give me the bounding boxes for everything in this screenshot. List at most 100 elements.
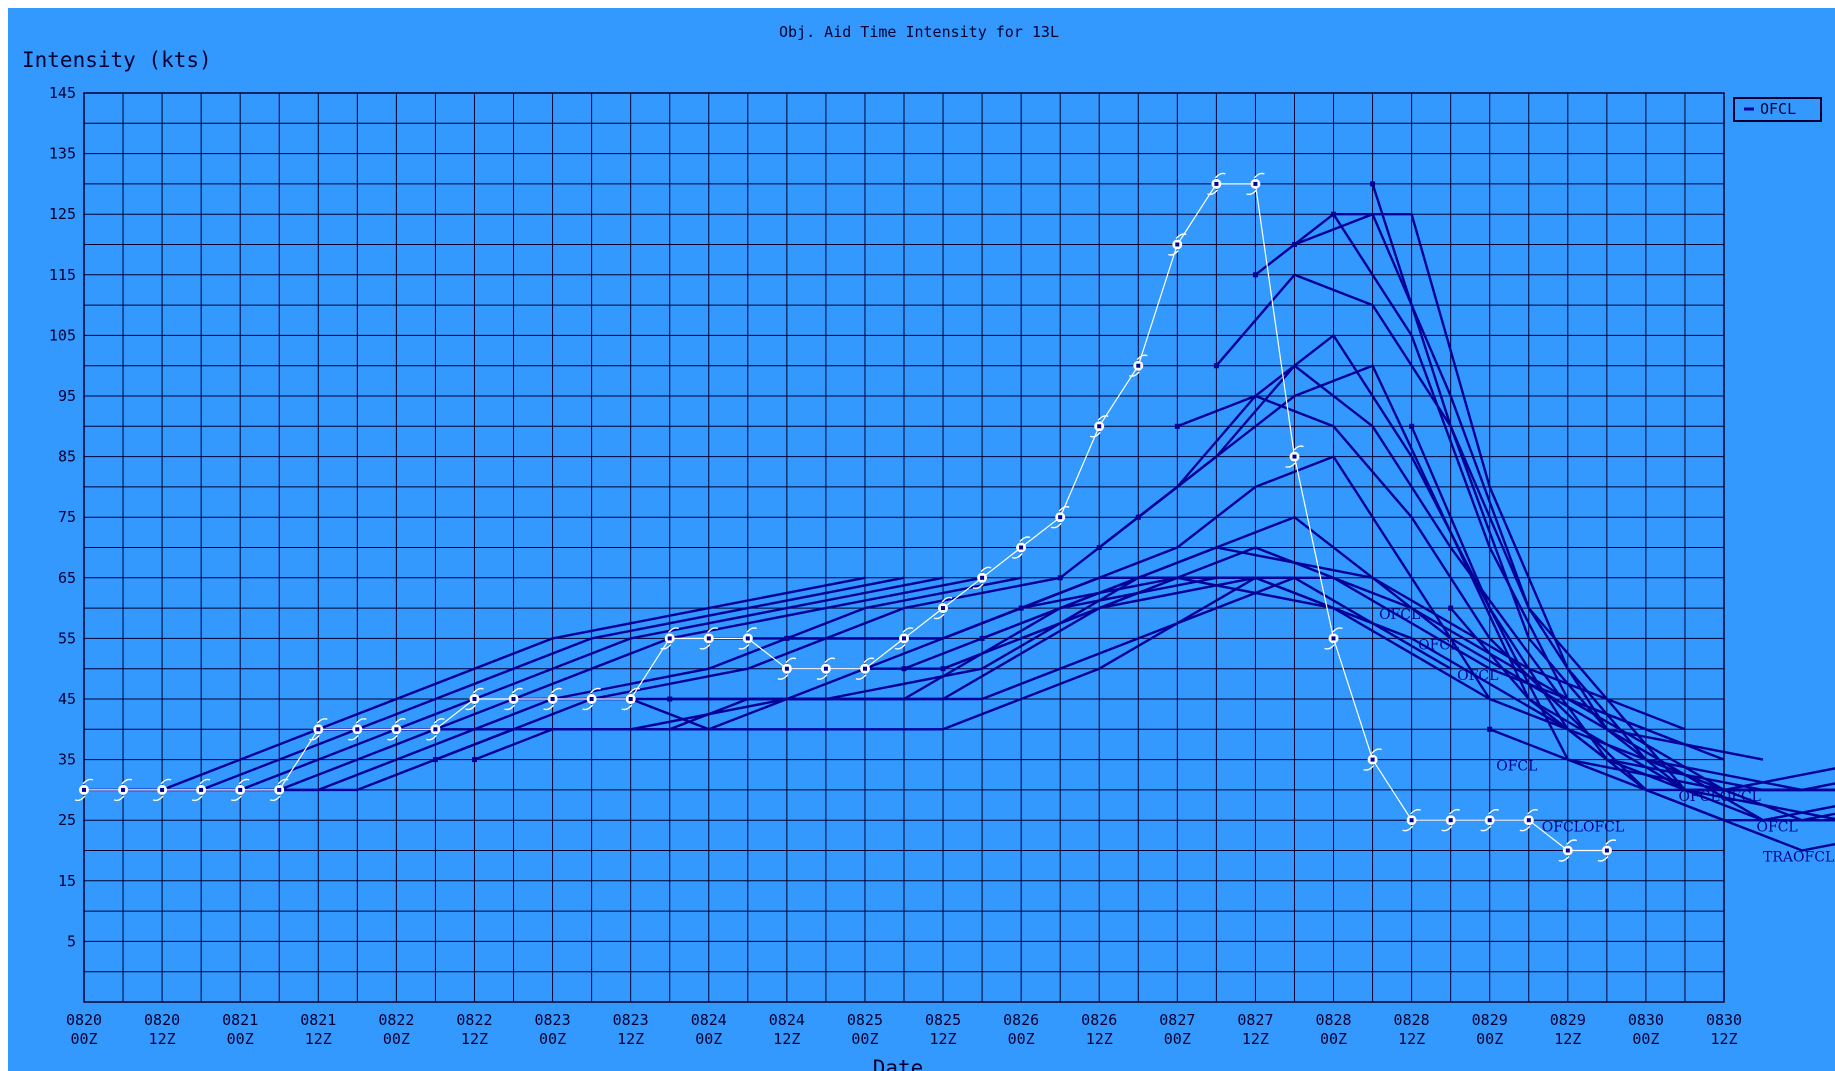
x-tick-label: 0822 bbox=[378, 1011, 414, 1029]
storm-symbol-core bbox=[980, 575, 985, 580]
best-track-marker bbox=[504, 687, 523, 711]
best-track-marker bbox=[621, 687, 640, 711]
forecast-line-ofcl bbox=[84, 576, 866, 792]
storm-symbol-arm bbox=[1019, 536, 1031, 542]
storm-symbol-arm bbox=[74, 795, 86, 802]
storm-symbol-core bbox=[1331, 636, 1336, 641]
storm-symbol-arm bbox=[1402, 825, 1414, 832]
storm-symbol-arm bbox=[777, 674, 789, 680]
x-tick-label: 0821 bbox=[300, 1011, 336, 1029]
best-track-marker bbox=[972, 566, 992, 589]
storm-symbol-arm bbox=[824, 657, 836, 664]
storm-symbol-arm bbox=[894, 643, 906, 650]
y-tick-label: 105 bbox=[49, 326, 76, 344]
storm-symbol-core bbox=[823, 666, 828, 671]
storm-symbol-arm bbox=[1050, 522, 1062, 529]
storm-symbol-arm bbox=[387, 734, 398, 741]
x-tick-label: 0823 bbox=[613, 1011, 649, 1029]
x-tick-label: 0827 bbox=[1237, 1011, 1273, 1029]
forecast-start-marker bbox=[1331, 211, 1337, 217]
y-tick-label: 55 bbox=[58, 629, 76, 647]
best-track-marker bbox=[738, 627, 758, 650]
storm-symbol-arm bbox=[1519, 825, 1531, 832]
x-tick-label: 0821 bbox=[222, 1011, 258, 1029]
storm-symbol-arm bbox=[426, 734, 437, 741]
x-tick-label: 12Z bbox=[149, 1030, 176, 1048]
storm-symbol-arm bbox=[1097, 415, 1109, 421]
legend-entry-ofcl: OFCL bbox=[1760, 100, 1796, 118]
storm-symbol-arm bbox=[621, 704, 633, 711]
x-tick-label: 0820 bbox=[144, 1011, 180, 1029]
forecast-start-marker bbox=[432, 757, 438, 763]
best-track-marker bbox=[1480, 809, 1499, 832]
storm-symbol-core bbox=[1292, 454, 1297, 459]
storm-symbol-core bbox=[1565, 848, 1570, 853]
x-tick-label: 12Z bbox=[1398, 1030, 1425, 1048]
y-tick-label: 115 bbox=[49, 266, 76, 284]
forecast-line-ofcl bbox=[1333, 212, 1835, 822]
storm-symbol-arm bbox=[941, 596, 953, 603]
storm-symbol-core bbox=[199, 787, 204, 792]
best-track-marker bbox=[152, 778, 172, 802]
forecast-start-marker bbox=[1174, 423, 1180, 429]
storm-symbol-arm bbox=[1285, 462, 1297, 468]
storm-symbol-arm bbox=[465, 704, 477, 711]
storm-symbol-arm bbox=[1214, 172, 1226, 179]
x-tick-label: 0827 bbox=[1159, 1011, 1195, 1029]
plot-area: 5152535455565758595105115125135145082000… bbox=[49, 84, 1835, 1048]
x-tick-label: 00Z bbox=[851, 1030, 878, 1048]
x-tick-label: 00Z bbox=[1164, 1030, 1191, 1048]
x-tick-label: 12Z bbox=[773, 1030, 800, 1048]
x-tick-label: 0830 bbox=[1628, 1011, 1664, 1029]
storm-symbol-arm bbox=[269, 795, 281, 802]
x-tick-label: 12Z bbox=[1242, 1030, 1269, 1048]
x-tick-label: 0823 bbox=[535, 1011, 571, 1029]
forecast-label: OFCLOFCL bbox=[1542, 819, 1624, 835]
best-track-marker bbox=[855, 657, 875, 680]
x-tick-label: 0830 bbox=[1706, 1011, 1742, 1029]
best-track-marker bbox=[269, 778, 289, 802]
x-tick-label: 0829 bbox=[1472, 1011, 1508, 1029]
x-tick-label: 00Z bbox=[227, 1030, 254, 1048]
forecast-start-marker bbox=[1018, 605, 1024, 611]
forecast-start-marker bbox=[1370, 181, 1376, 187]
best-track-marker bbox=[816, 657, 836, 680]
best-track-marker bbox=[1011, 536, 1031, 559]
best-track-marker bbox=[894, 627, 914, 650]
storm-symbol-core bbox=[1448, 818, 1453, 823]
storm-symbol-core bbox=[1136, 363, 1141, 368]
storm-symbol-arm bbox=[629, 687, 640, 694]
storm-symbol-arm bbox=[1441, 825, 1453, 832]
y-tick-label: 65 bbox=[58, 569, 76, 587]
best-track-marker bbox=[230, 778, 250, 802]
forecast-label: OFCL bbox=[1457, 668, 1498, 684]
y-tick-label: 95 bbox=[58, 387, 76, 405]
y-tick-label: 85 bbox=[58, 448, 76, 466]
best-track-marker bbox=[1246, 172, 1265, 196]
best-track-marker bbox=[387, 718, 406, 741]
x-tick-label: 00Z bbox=[695, 1030, 722, 1048]
storm-symbol-arm bbox=[785, 657, 797, 664]
storm-symbol-arm bbox=[855, 674, 867, 680]
storm-symbol-arm bbox=[199, 778, 211, 785]
storm-symbol-arm bbox=[1331, 627, 1343, 633]
storm-symbol-core bbox=[667, 636, 672, 641]
x-tick-label: 0824 bbox=[691, 1011, 727, 1029]
forecast-start-marker bbox=[1057, 575, 1063, 581]
y-tick-label: 15 bbox=[58, 872, 76, 890]
storm-symbol-arm bbox=[972, 583, 984, 589]
forecast-start-marker bbox=[901, 666, 907, 672]
storm-symbol-arm bbox=[1449, 809, 1460, 815]
storm-symbol-arm bbox=[121, 778, 133, 785]
storm-symbol-arm bbox=[1605, 839, 1617, 845]
best-track-marker bbox=[543, 687, 562, 711]
forecast-line-ofcl bbox=[942, 546, 1725, 761]
best-track-marker bbox=[1129, 354, 1148, 377]
storm-symbol-core bbox=[1253, 181, 1258, 186]
storm-symbol-arm bbox=[590, 687, 601, 694]
forecast-start-marker bbox=[1135, 514, 1141, 520]
storm-symbol-arm bbox=[511, 687, 523, 694]
plot-border bbox=[83, 92, 1725, 1003]
storm-symbol-core bbox=[589, 697, 594, 701]
storm-symbol-arm bbox=[1168, 250, 1179, 256]
